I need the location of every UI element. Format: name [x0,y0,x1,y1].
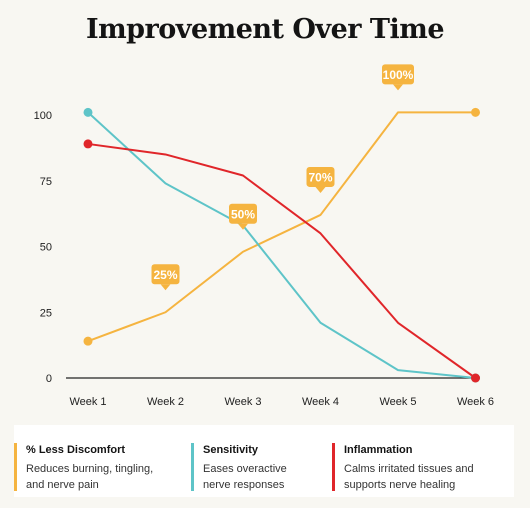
callout-25-percent: 25% [151,264,180,291]
legend-swatch-less-discomfort [14,443,17,491]
callout-pointer [393,84,403,91]
chart-title: Improvement Over Time [85,14,445,45]
callout-pointer [160,284,171,291]
series-lines [87,111,477,379]
x-tick-label: Week 1 [69,396,106,408]
series-line-less-discomfort [87,111,477,343]
legend-item-inflammation: Inflammation Calms irritated tissues and… [332,443,512,495]
callout-100-percent: 100% [382,64,414,91]
series-line-sensitivity [87,111,477,379]
legend-description: Calms irritated tissues and supports ner… [344,463,474,491]
x-tick-label: Week 2 [147,396,184,408]
series-start-point-inflammation [83,139,93,149]
legend-label: Sensitivity [203,444,259,456]
x-tick-label: Week 5 [379,396,416,408]
legend-label: % Less Discomfort [26,444,126,456]
series-line-inflammation [87,142,477,379]
legend-item-less-discomfort: % Less Discomfort Reduces burning, tingl… [14,443,164,495]
y-axis-ticks: 0 25 50 75 100 [34,110,52,385]
y-tick-label: 50 [40,242,52,254]
callout-bubble [229,203,257,224]
x-tick-label: Week 4 [302,396,339,408]
x-axis-ticks: Week 1 Week 2 Week 3 Week 4 Week 5 Week 6 [69,396,494,408]
callout-70-percent: 70% [306,166,335,193]
legend-description: Eases overactive nerve responses [203,463,287,491]
callout-pointer [315,186,326,193]
legend-swatch-inflammation [332,443,335,491]
series-end-point-inflammation [471,373,480,383]
legend-label: Inflammation [344,444,413,456]
y-tick-label: 75 [40,176,52,188]
y-tick-label: 100 [34,110,52,122]
callout-bubble [151,264,180,285]
callout-label: 25% [153,268,177,282]
callout-50-percent: 50% [229,203,257,230]
callout-label: 70% [308,170,332,184]
legend-description: Reduces burning, tingling, and nerve pai… [26,463,154,491]
x-tick-label: Week 3 [224,396,261,408]
value-callouts: 25% 50% 70% 100% [151,64,414,291]
legend: % Less Discomfort Reduces burning, tingl… [14,425,514,497]
callout-pointer [238,223,248,230]
callout-label: 50% [231,207,255,221]
callout-bubble [382,64,414,85]
callout-bubble [306,166,335,187]
series-end-markers [83,107,480,383]
series-start-point-less-discomfort [83,336,93,346]
legend-swatch-sensitivity [191,443,194,491]
series-start-point-sensitivity [83,107,93,117]
callout-label: 100% [383,68,414,82]
legend-item-sensitivity: Sensitivity Eases overactive nerve respo… [191,443,331,495]
y-tick-label: 0 [46,373,52,385]
x-tick-label: Week 6 [457,396,494,408]
y-tick-label: 25 [40,307,52,319]
series-end-point-less-discomfort [471,107,480,117]
